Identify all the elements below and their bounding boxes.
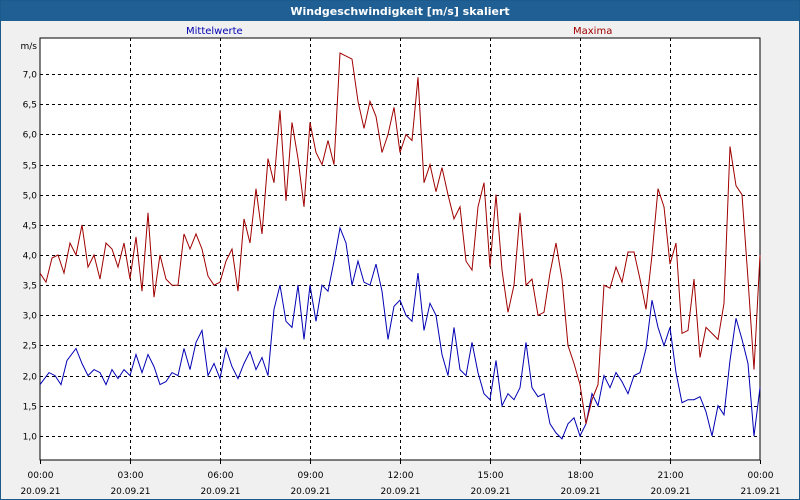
chart-title: Windgeschwindigkeit [m/s] skaliert: [1, 1, 799, 21]
y-tick-label: 1,5: [23, 403, 37, 413]
x-tick-date-label: 20.09.21: [20, 487, 60, 497]
y-tick-label: 2,5: [23, 342, 37, 352]
x-tick-time-label: 09:00: [298, 471, 324, 481]
y-tick-label: 7,0: [23, 71, 38, 81]
y-tick-label: 3,5: [23, 282, 37, 292]
x-tick-date-label: 20.09.21: [470, 487, 510, 497]
x-tick-time-label: 15:00: [478, 471, 504, 481]
x-tick-date-label: 20.09.21: [650, 487, 690, 497]
y-tick-label: 6,5: [23, 101, 37, 111]
x-tick-date-label: 20.09.21: [110, 487, 150, 497]
x-tick-time-label: 18:00: [568, 471, 594, 481]
y-tick-label: 5,5: [23, 162, 37, 172]
x-tick-date-label: 20.09.21: [560, 487, 600, 497]
legend-series-maxima: Maxima: [573, 26, 613, 37]
y-tick-label: 4,5: [23, 222, 37, 232]
series-line-mittelwerte: [39, 226, 761, 440]
x-tick-time-label: 06:00: [208, 471, 234, 481]
x-tick-time-label: 00:00: [748, 471, 774, 481]
legend-series-mittelwerte: Mittelwerte: [186, 26, 243, 37]
x-tick-time-label: 03:00: [118, 471, 144, 481]
y-tick-label: 4,0: [23, 252, 38, 262]
x-tick-date-label: 21.09.21: [740, 487, 780, 497]
y-axis-label: m/s: [21, 42, 38, 52]
x-tick-date-label: 20.09.21: [380, 487, 420, 497]
y-tick-label: 2,0: [23, 373, 38, 383]
x-tick-time-label: 21:00: [658, 471, 684, 481]
series-line-maxima: [39, 52, 761, 424]
x-tick-date-label: 20.09.21: [290, 487, 330, 497]
x-tick-date-label: 20.09.21: [200, 487, 240, 497]
x-tick-time-label: 00:00: [28, 471, 54, 481]
y-tick-label: 1,0: [23, 433, 38, 443]
y-tick-label: 3,0: [23, 312, 38, 322]
y-tick-label: 6,0: [23, 131, 38, 141]
y-tick-label: 5,0: [23, 192, 38, 202]
x-tick-time-label: 12:00: [388, 471, 414, 481]
